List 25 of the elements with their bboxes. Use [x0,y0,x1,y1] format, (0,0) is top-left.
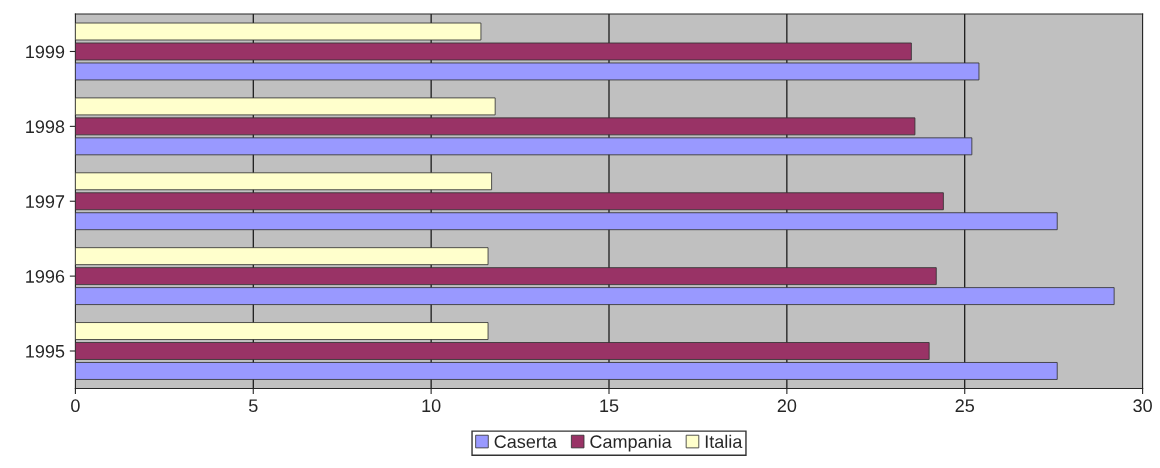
bar [75,192,944,211]
y-tick-label: 1998 [26,120,65,134]
bar [75,342,930,360]
bar [75,322,489,340]
legend-label: Caserta [494,435,557,449]
bar [75,212,1058,231]
x-tick-label: 5 [248,399,258,413]
x-tick-label: 15 [600,399,619,413]
x-tick-label: 20 [777,399,797,413]
y-tick-label: 1996 [26,270,65,283]
bar [75,247,489,266]
bar [75,267,937,286]
bar [75,362,1058,380]
legend-label: Italia [705,434,743,449]
y-tick-label: 1997 [26,195,65,208]
x-tick-label: 30 [1133,399,1152,413]
x-tick-label: 10 [422,399,441,413]
y-tick-label: 1995 [26,344,65,358]
bar [75,287,1115,305]
x-tick-label: 25 [955,399,975,413]
legend-label: Campania [590,434,672,452]
bar [75,137,973,156]
x-tick-label: 0 [71,399,80,413]
bar [75,172,493,191]
y-tick-label: 1999 [26,45,65,59]
